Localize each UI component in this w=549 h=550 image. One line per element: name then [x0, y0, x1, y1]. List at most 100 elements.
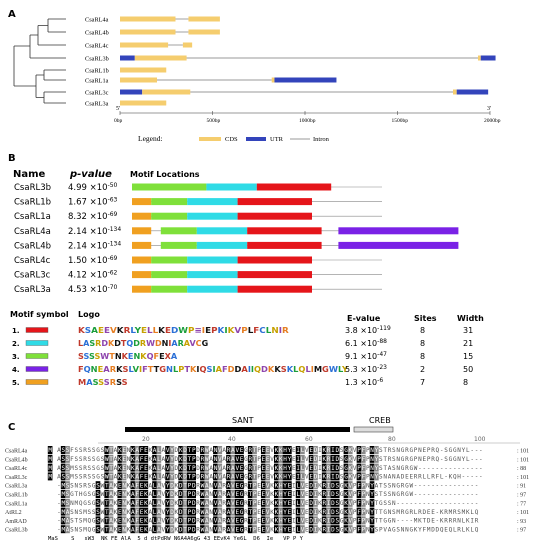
residue-shade: [204, 490, 210, 498]
residue-shade: [108, 498, 114, 507]
residue-shade: [252, 516, 257, 525]
residue-shade: [260, 498, 266, 507]
residue-shade: [313, 507, 318, 516]
residue-shade: [178, 481, 183, 490]
residue-shade: [65, 516, 70, 525]
cds-segment: [188, 16, 220, 22]
motif-block: [151, 271, 188, 279]
residue-shade: [182, 472, 188, 481]
residue-shade: [187, 446, 192, 454]
residue-shade: [295, 498, 301, 507]
residue-shade: [347, 446, 353, 454]
residue-shade: [65, 525, 70, 534]
residue-shade: [308, 446, 314, 454]
residue-shade: [252, 490, 257, 498]
residue-shade: [152, 490, 157, 498]
tree-branch: [29, 34, 66, 59]
residue-shade: [369, 498, 375, 507]
residue-shade: [300, 481, 305, 490]
alignment-row: AmRAD ---MASTSMQGSWTAKENKAFEKALAVYDKDTPDR…: [5, 516, 526, 525]
residue-shade: [143, 446, 149, 454]
motif-block: [132, 285, 152, 293]
residue-shade: [213, 463, 218, 472]
residue-shade: [321, 516, 327, 525]
residue-shade: [313, 481, 318, 490]
residue-shade: [287, 490, 292, 498]
residue-shade: [143, 463, 149, 472]
panel-a-label: A: [8, 9, 16, 20]
residue-shade: [217, 525, 223, 534]
residue-shade: [313, 472, 318, 481]
residue-shade: [104, 446, 109, 454]
residue-shade: [117, 454, 123, 463]
residue-shade: [343, 498, 349, 507]
residue-shade: [213, 454, 218, 463]
motif-symbol: [25, 366, 49, 372]
residue-shade: [300, 525, 305, 534]
residue-shade: [65, 454, 70, 463]
residue-shade: [278, 481, 283, 490]
residue-shade: [204, 507, 210, 516]
residue-shade: [274, 472, 279, 481]
residue-shade: [165, 516, 170, 525]
residue-shade: [274, 525, 279, 534]
motif-block: [160, 227, 197, 235]
residue-shade: [204, 454, 210, 463]
residue-shade: [217, 446, 223, 454]
residue-shade: [134, 507, 140, 516]
residue-shade: [274, 481, 279, 490]
residue-shade: [274, 507, 279, 516]
residue-shade: [239, 490, 244, 498]
residue-shade: [326, 472, 331, 481]
scale-tick-label: 2000bp: [484, 118, 501, 124]
residue-shade: [169, 472, 175, 481]
cds-segment: [182, 42, 193, 48]
residue-shade: [117, 525, 123, 534]
residue-shade: [321, 446, 327, 454]
gene-structure: [120, 77, 337, 83]
sequence-text: M ASSFSSRSSGSWTAKENKAFEKALAVYDKDTPDRWANV…: [48, 447, 482, 454]
residue-shade: [230, 490, 236, 498]
header-motif-locations: Motif Locations: [130, 170, 200, 179]
residue-shade: [226, 516, 231, 525]
residue-shade: [361, 516, 366, 525]
residue-shade: [252, 507, 257, 516]
residue-shade: [143, 498, 149, 507]
residue-shade: [108, 525, 114, 534]
legend-utr-swatch: [246, 137, 266, 141]
residue-shade: [265, 454, 270, 463]
legend: Legend: CDS UTR Intron: [138, 134, 330, 143]
residue-shade: [130, 525, 136, 534]
residue-shade: [182, 481, 188, 490]
residue-shade: [300, 498, 305, 507]
alignment-row: CsaRL4b M ASSFSSRSSGSWTAKENKAFEKALAVYDKDT…: [5, 454, 529, 463]
residue-shade: [308, 525, 314, 534]
legend-intron-label: Intron: [313, 136, 330, 143]
sequence-count: : 101: [517, 510, 529, 516]
residue-shade: [252, 454, 257, 463]
motif-evalue: 9.1 ×10-47: [345, 351, 387, 361]
residue-shade: [274, 446, 279, 454]
motif-logo: KSAEEVKRLYELLKEDWP≡IEPKIKVPLFCLNIR: [78, 326, 289, 335]
residue-shade: [165, 446, 170, 454]
residue-shade: [152, 454, 157, 463]
residue-shade: [321, 498, 327, 507]
sequence-count: : 101: [517, 449, 529, 455]
residue-shade: [104, 490, 109, 498]
residue-shade: [143, 507, 149, 516]
residue-shade: [130, 472, 136, 481]
residue-shade: [178, 472, 183, 481]
residue-shade: [247, 481, 253, 490]
residue-shade: [282, 446, 288, 454]
residue-shade: [95, 507, 101, 516]
residue-shade: [313, 516, 318, 525]
residue-shade: [217, 516, 223, 525]
residue-shade: [252, 446, 257, 454]
row-pvalue: 8.32 ×10-69: [68, 211, 118, 222]
alignment-row: CsaRL3c M ASSMSSRSSGSWTAKENKAFEKALAVYDKDT…: [5, 472, 529, 481]
residue-shade: [265, 446, 270, 454]
residue-shade: [139, 490, 144, 498]
residue-shade: [152, 507, 157, 516]
residue-shade: [169, 525, 175, 534]
residue-shade: [204, 472, 210, 481]
